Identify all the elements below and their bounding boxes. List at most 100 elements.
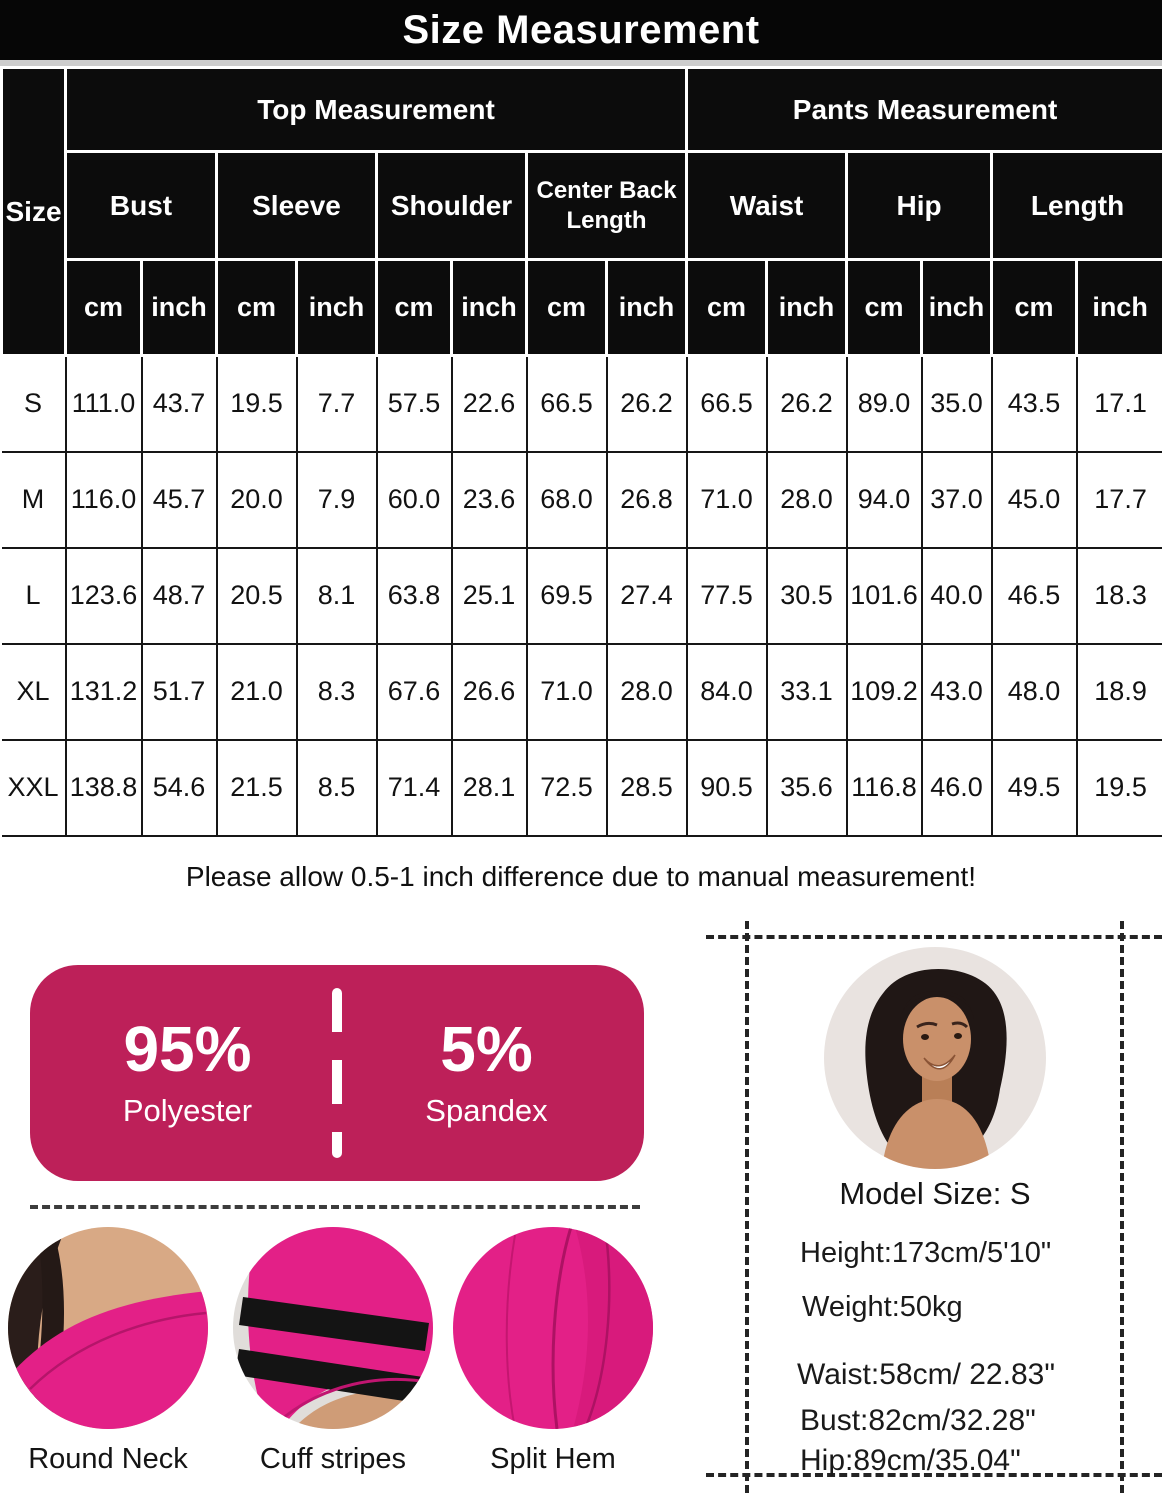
measurement-cell: 19.5 — [215, 354, 298, 453]
measurement-cell: 116.0 — [64, 450, 143, 549]
measurement-cell: 51.7 — [140, 642, 218, 741]
fabric-polyester: 95% Polyester — [55, 1015, 320, 1129]
group-header-pants: Pants Measurement — [685, 66, 1162, 153]
detail-photo-split-hem — [453, 1226, 653, 1429]
measurement-cell: 45.0 — [990, 450, 1078, 549]
size-column-header: Size — [0, 66, 67, 357]
table-row-l: L 123.6 48.7 20.5 8.1 63.8 25.1 69.5 27.… — [1, 546, 1162, 645]
unit-cell: cm — [64, 258, 143, 357]
page-title: Size Measurement — [402, 7, 760, 52]
measurement-cell: 43.7 — [140, 354, 218, 453]
col-header-sleeve: Sleeve — [215, 150, 378, 261]
measurement-cell: 18.9 — [1075, 642, 1162, 741]
size-cell: M — [1, 450, 67, 549]
col-header-bust: Bust — [64, 150, 218, 261]
measurement-cell: 90.5 — [685, 738, 768, 837]
fabric-divider — [332, 987, 342, 1158]
unit-cell: cm — [375, 258, 453, 357]
title-bar: Size Measurement — [0, 0, 1162, 66]
size-cell: L — [1, 546, 67, 645]
measurement-cell: 71.0 — [685, 450, 768, 549]
measurement-cell: 26.2 — [605, 354, 688, 453]
measurement-cell: 69.5 — [525, 546, 608, 645]
dashed-frame-top — [706, 934, 1162, 939]
measurement-cell: 33.1 — [765, 642, 848, 741]
col-header-length: Length — [990, 150, 1162, 261]
measurement-cell: 71.4 — [375, 738, 453, 837]
measurement-cell: 35.0 — [920, 354, 993, 453]
measurement-cell: 20.5 — [215, 546, 298, 645]
measurement-cell: 26.8 — [605, 450, 688, 549]
measurement-cell: 28.1 — [450, 738, 528, 837]
measurement-cell: 101.6 — [845, 546, 923, 645]
measurement-cell: 27.4 — [605, 546, 688, 645]
measurement-cell: 43.5 — [990, 354, 1078, 453]
measurement-cell: 7.9 — [295, 450, 378, 549]
dashed-separator — [30, 1204, 640, 1209]
measurement-cell: 94.0 — [845, 450, 923, 549]
measurement-note: Please allow 0.5-1 inch difference due t… — [185, 860, 977, 892]
measurement-cell: 8.5 — [295, 738, 378, 837]
group-header-top: Top Measurement — [63, 66, 689, 153]
dashed-frame-left — [745, 920, 749, 1493]
unit-cell: cm — [525, 258, 608, 357]
unit-cell: cm — [845, 258, 924, 357]
detail-photo-cuff-stripes — [233, 1226, 433, 1429]
measurement-cell: 8.1 — [295, 546, 378, 645]
measurement-cell: 28.5 — [605, 738, 688, 837]
spandex-percent: 5% — [440, 1012, 533, 1085]
col-header-waist: Waist — [685, 150, 849, 261]
table-group-header-row: Size Top Measurement Pants Measurement — [0, 66, 1162, 357]
size-measurement-table: Size Top Measurement Pants Measurement B… — [0, 66, 1162, 837]
unit-cell: cm — [215, 258, 298, 357]
unit-cell: inch — [604, 258, 689, 357]
measurement-cell: 123.6 — [64, 546, 143, 645]
measurement-cell: 67.6 — [375, 642, 453, 741]
measurement-cell: 72.5 — [525, 738, 608, 837]
measurement-cell: 26.2 — [765, 354, 848, 453]
measurement-cell: 77.5 — [685, 546, 768, 645]
unit-cell: inch — [295, 258, 378, 357]
table-units-row: cm inch cm inch cm inch cm inch cm inch … — [2, 258, 1162, 357]
col-header-hip: Hip — [845, 150, 994, 261]
size-cell: XL — [1, 642, 67, 741]
measurement-cell: 28.0 — [605, 642, 688, 741]
measurement-cell: 60.0 — [375, 450, 453, 549]
unit-cell: inch — [920, 258, 994, 357]
unit-cell: inch — [450, 258, 528, 357]
measurement-cell: 19.5 — [1075, 738, 1162, 837]
measurement-cell: 46.0 — [920, 738, 993, 837]
table-row-xl: XL 131.2 51.7 21.0 8.3 67.6 26.6 71.0 28… — [1, 642, 1162, 741]
measurement-cell: 54.6 — [140, 738, 218, 837]
dashed-frame-right — [1120, 920, 1124, 1493]
detail-label-round-neck: Round Neck — [28, 1442, 188, 1475]
size-cell: S — [1, 354, 67, 453]
model-waist: Waist:58cm/ 22.83" — [797, 1357, 1055, 1391]
size-cell: XXL — [1, 738, 67, 837]
model-hip: Hip:89cm/35.04" — [800, 1443, 1021, 1477]
measurement-cell: 48.0 — [990, 642, 1078, 741]
model-weight: Weight:50kg — [802, 1290, 963, 1323]
measurement-cell: 45.7 — [140, 450, 218, 549]
model-height: Height:173cm/5'10" — [800, 1236, 1052, 1269]
measurement-cell: 21.5 — [215, 738, 298, 837]
unit-cell: inch — [140, 258, 218, 357]
measurement-cell: 17.7 — [1075, 450, 1162, 549]
measurement-cell: 35.6 — [765, 738, 848, 837]
measurement-cell: 30.5 — [765, 546, 848, 645]
measurement-cell: 68.0 — [525, 450, 608, 549]
model-photo — [824, 946, 1046, 1169]
measurement-cell: 21.0 — [215, 642, 298, 741]
measurement-cell: 18.3 — [1075, 546, 1162, 645]
detail-photo-round-neck — [8, 1226, 208, 1429]
measurement-cell: 7.7 — [295, 354, 378, 453]
spandex-label: Spandex — [425, 1093, 548, 1129]
dashed-frame-bottom — [706, 1472, 1162, 1477]
fabric-composition-card: 95% Polyester 5% Spandex — [30, 964, 644, 1181]
measurement-cell: 28.0 — [765, 450, 848, 549]
polyester-label: Polyester — [122, 1093, 253, 1129]
measurement-cell: 22.6 — [450, 354, 528, 453]
measurement-cell: 66.5 — [525, 354, 608, 453]
measurement-cell: 48.7 — [140, 546, 218, 645]
measurement-cell: 20.0 — [215, 450, 298, 549]
